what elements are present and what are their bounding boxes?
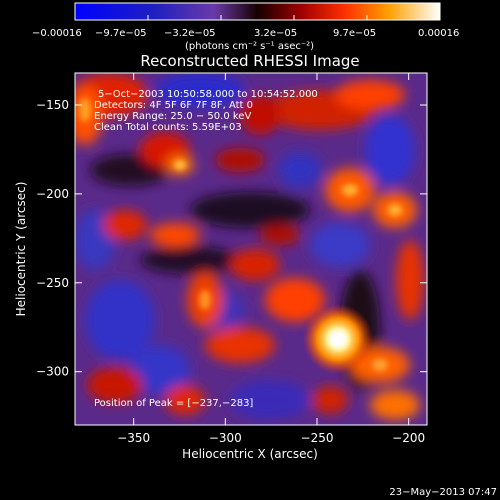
y-axis-label: Heliocentric Y (arcsec) <box>14 182 28 317</box>
heatmap-image <box>75 73 427 425</box>
y-axis: −150 −200 −250 −300 <box>36 98 427 379</box>
colorbar-tick-label-4: 9.7e−05 <box>333 28 376 39</box>
colorbar-frame <box>74 2 441 21</box>
x-tick-label: −300 <box>209 431 242 445</box>
annotation-peak-position: Position of Peak = [−237,−283] <box>94 398 253 409</box>
plot-frame <box>74 72 428 426</box>
colorbar-tick-label-1: −9.7e−05 <box>95 28 147 39</box>
colorbar-tick-label-3: 3.2e−05 <box>254 28 297 39</box>
y-tick-label: −150 <box>36 98 69 112</box>
colorbar-tick-label-0: −0.00016 <box>32 28 82 39</box>
y-tick-label: −300 <box>36 365 69 379</box>
x-tick-label: −350 <box>117 431 150 445</box>
colorbar-tick-label-5: 0.00016 <box>418 28 459 39</box>
footer-date: 23−May−2013 07:47 <box>389 487 497 498</box>
colorbar: −0.00016 −9.7e−05 −3.2e−05 3.2e−05 9.7e−… <box>32 2 459 52</box>
x-tick-label: −200 <box>392 431 425 445</box>
y-tick-label: −200 <box>36 187 69 201</box>
y-tick-label: −250 <box>36 276 69 290</box>
colorbar-tick-label-2: −3.2e−05 <box>164 28 216 39</box>
colorbar-gradient <box>75 3 440 20</box>
annotation-detectors: Detectors: 4F 5F 6F 7F 8F, Att 0 <box>94 100 253 111</box>
colorbar-units: (photons cm⁻² s⁻¹ asec⁻²) <box>185 41 314 52</box>
annotation-time: 5−Oct−2003 10:50:58.000 to 10:54:52.000 <box>98 89 318 100</box>
annotation-clean: Clean Total counts: 5.59E+03 <box>94 122 242 133</box>
colorbar-ticks <box>74 15 441 20</box>
x-axis-label: Heliocentric X (arcsec) <box>182 447 318 461</box>
chart-title: Reconstructed RHESSI Image <box>140 52 359 70</box>
annotation-energy: Energy Range: 25.0 − 50.0 keV <box>94 111 251 122</box>
x-tick-label: −250 <box>301 431 334 445</box>
x-axis: −350 −300 −250 −200 <box>117 73 425 445</box>
